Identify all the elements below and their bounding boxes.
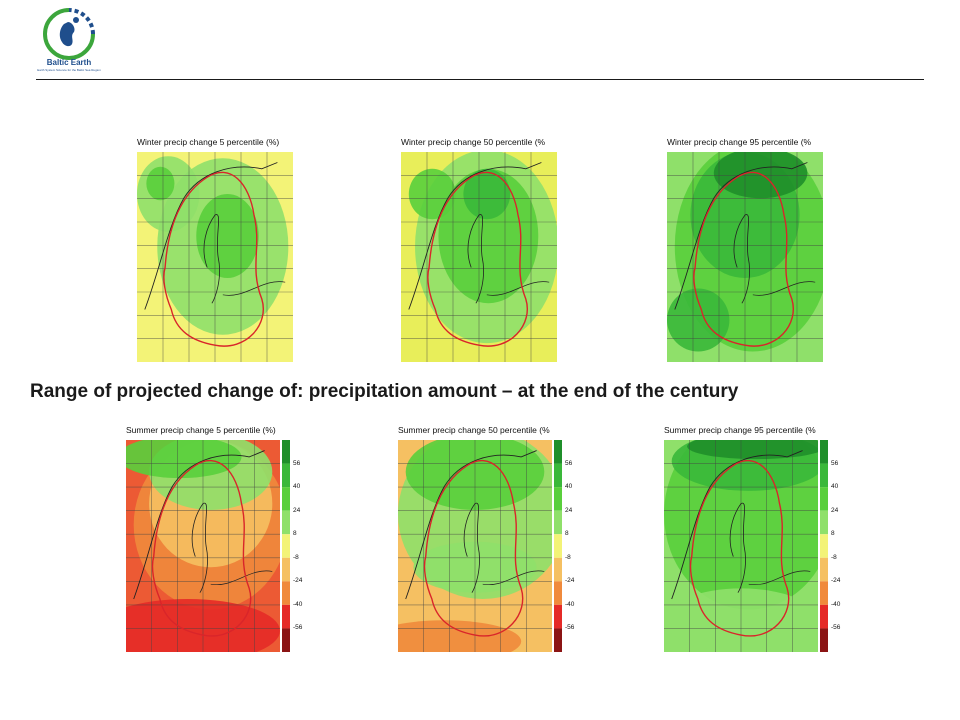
colorbar-tick-label: -8 [831,553,837,561]
map-title: Summer precip change 50 percentile (% [398,425,550,435]
precip-map [401,152,557,362]
map-title: Summer precip change 95 percentile (% [664,425,816,435]
logo-tagline: Earth System Science for the Baltic Sea … [37,68,101,72]
map-panel-winter-5: Winter precip change 5 percentile (%) [137,137,293,362]
colorbar-tick-label: -24 [293,577,303,585]
colorbar-tick-label: -24 [831,577,841,585]
colorbar-summer-5: 56 40 24 8 -8 -24 -40 -56 [282,440,302,657]
colorbar-tick-label: -24 [565,577,575,585]
colorbar-tick-label: 56 [565,459,573,467]
map-title: Summer precip change 5 percentile (%) [126,425,276,435]
map-panel-summer-50: Summer precip change 50 percentile (% [398,425,552,652]
colorbar-tick-label: 40 [831,483,839,491]
colorbar-swatches [820,440,828,652]
colorbar-tick-label: 56 [293,459,301,467]
colorbar-tick-label: -8 [293,553,299,561]
colorbar-tick-label: -8 [565,553,571,561]
colorbar-tick-label: -56 [293,624,303,632]
map-panel-summer-95: Summer precip change 95 percentile (% [664,425,818,652]
colorbar-tick-label: -40 [831,600,841,608]
map-title: Winter precip change 95 percentile (% [667,137,812,147]
map-title: Winter precip change 5 percentile (%) [137,137,280,147]
logo-emblem-icon [43,8,95,60]
colorbar-tick-label: 8 [831,530,835,538]
colorbar-tick-label: -56 [565,624,575,632]
precip-map [137,152,293,362]
map-panel-summer-5: Summer precip change 5 percentile (%) [126,425,280,652]
precip-map [667,152,823,362]
colorbar-tick-label: 8 [293,530,297,538]
baltic-earth-logo: Baltic Earth Earth System Science for th… [34,6,104,76]
colorbar-tick-label: 40 [293,483,301,491]
colorbar-summer-95: 56 40 24 8 -8 -24 -40 -56 [820,440,840,657]
map-title: Winter precip change 50 percentile (% [401,137,546,147]
map-panel-winter-50: Winter precip change 50 percentile (% [401,137,557,362]
slide-caption: Range of projected change of: precipitat… [30,381,739,402]
colorbar-tick-label: 8 [565,530,569,538]
header-divider [36,79,924,80]
colorbar-tick-label: -56 [831,624,841,632]
precip-map [398,440,552,652]
colorbar-swatches [554,440,562,652]
colorbar-tick-label: 40 [565,483,573,491]
colorbar-tick-label: 56 [831,459,839,467]
colorbar-swatches [282,440,290,652]
map-panel-winter-95: Winter precip change 95 percentile (% [667,137,823,362]
precip-map [664,440,818,652]
colorbar-tick-label: 24 [565,506,573,514]
logo-name: Baltic Earth [46,58,92,67]
colorbar-summer-50: 56 40 24 8 -8 -24 -40 -56 [554,440,574,657]
colorbar-tick-label: 24 [831,506,839,514]
precip-map [126,440,280,652]
colorbar-tick-label: 24 [293,506,301,514]
colorbar-tick-label: -40 [293,600,303,608]
colorbar-tick-label: -40 [565,600,575,608]
